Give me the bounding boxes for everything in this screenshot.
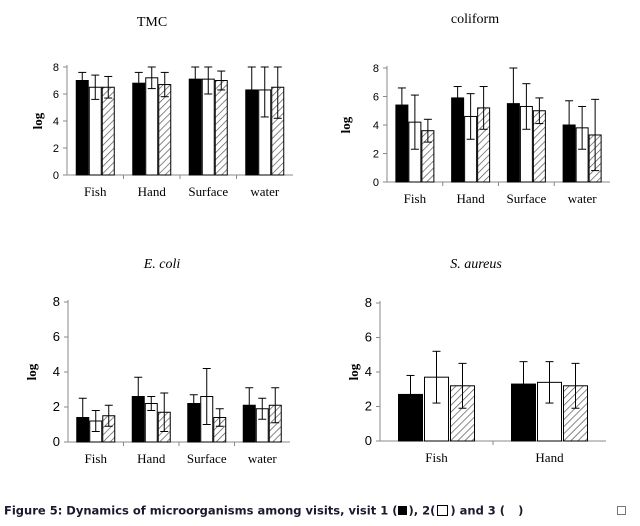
caption-text-3: ) and 3 (	[450, 503, 506, 518]
caption-text-2: ), 2(	[408, 503, 436, 518]
y-tick-label: 6	[53, 89, 59, 101]
chart-panel-4: S. aureus log 0 2 4 6 8 Fish Hand	[346, 257, 606, 465]
x-category-label: Fish	[425, 450, 448, 465]
y-tick-label: 6	[373, 92, 379, 104]
y-axis-label: log	[338, 116, 353, 133]
x-category-label: Hand	[457, 191, 486, 206]
legend-visit1-swatch	[398, 506, 408, 515]
y-tick-label: 0	[53, 434, 60, 449]
bar-surface-visit3	[214, 80, 228, 176]
legend-visit2-swatch	[437, 505, 449, 516]
y-tick-label: 6	[53, 329, 60, 344]
y-tick-label: 2	[365, 399, 372, 414]
chart-title: E. coli	[143, 257, 181, 272]
x-category-label: Fish	[404, 191, 427, 206]
y-tick-label: 2	[373, 149, 379, 161]
caption-text-1: Figure 5: Dynamics of microorganisms amo…	[4, 503, 398, 518]
chart-title: TMC	[137, 15, 167, 30]
y-tick-label: 6	[365, 330, 372, 345]
y-axis-label: log	[24, 363, 39, 380]
x-category-label: Surface	[188, 184, 228, 199]
x-category-label: Surface	[507, 191, 547, 206]
y-tick-label: 4	[53, 116, 59, 128]
x-category-label: Fish	[84, 184, 107, 199]
chart-panel-1: TMC log 0 2 4 6 8 Fish Hand Surface water	[30, 15, 293, 199]
x-category-label: water	[250, 184, 280, 199]
bar-fish-visit3	[101, 86, 115, 176]
y-tick-label: 0	[365, 433, 372, 448]
y-tick-label: 2	[53, 399, 60, 414]
bar-fish-visit1	[75, 80, 89, 176]
bar-hand-visit2	[145, 77, 159, 176]
corner-box-icon	[617, 506, 626, 515]
x-category-label: Surface	[187, 451, 227, 466]
y-tick-label: 4	[53, 364, 60, 379]
bar-hand-visit1	[451, 97, 465, 183]
y-tick-label: 0	[53, 170, 59, 182]
bar-hand-visit3	[158, 84, 172, 176]
y-tick-label: 8	[365, 295, 372, 310]
chart-panel-2: coliform log 0 2 4 6 8 Fish Hand Surface water	[338, 12, 610, 206]
figure-caption: Figure 5: Dynamics of microorganisms amo…	[4, 503, 523, 518]
chart-title: S. aureus	[450, 257, 502, 272]
y-tick-label: 4	[365, 364, 372, 379]
legend-visit3-swatch	[507, 506, 516, 515]
y-tick-label: 8	[373, 63, 379, 75]
chart-panel-3: E. coli log 0 2 4 6 8 Fish Hand Surface water	[24, 257, 290, 466]
y-axis-label: log	[346, 363, 361, 380]
y-axis-label: log	[30, 112, 45, 129]
x-category-label: Hand	[535, 450, 564, 465]
bar-fish-visit2	[88, 86, 102, 176]
caption-text-4: )	[518, 503, 524, 518]
y-tick-label: 4	[373, 120, 379, 132]
y-tick-label: 8	[53, 294, 60, 309]
y-tick-label: 0	[373, 177, 379, 189]
chart-title: coliform	[451, 12, 499, 27]
x-category-label: Hand	[137, 451, 166, 466]
x-category-label: Hand	[138, 184, 167, 199]
x-category-label: Fish	[85, 451, 108, 466]
y-tick-label: 2	[53, 143, 59, 155]
bar-hand-visit1	[132, 82, 146, 176]
x-category-label: water	[568, 191, 598, 206]
x-category-label: water	[248, 451, 278, 466]
y-tick-label: 8	[53, 62, 59, 74]
